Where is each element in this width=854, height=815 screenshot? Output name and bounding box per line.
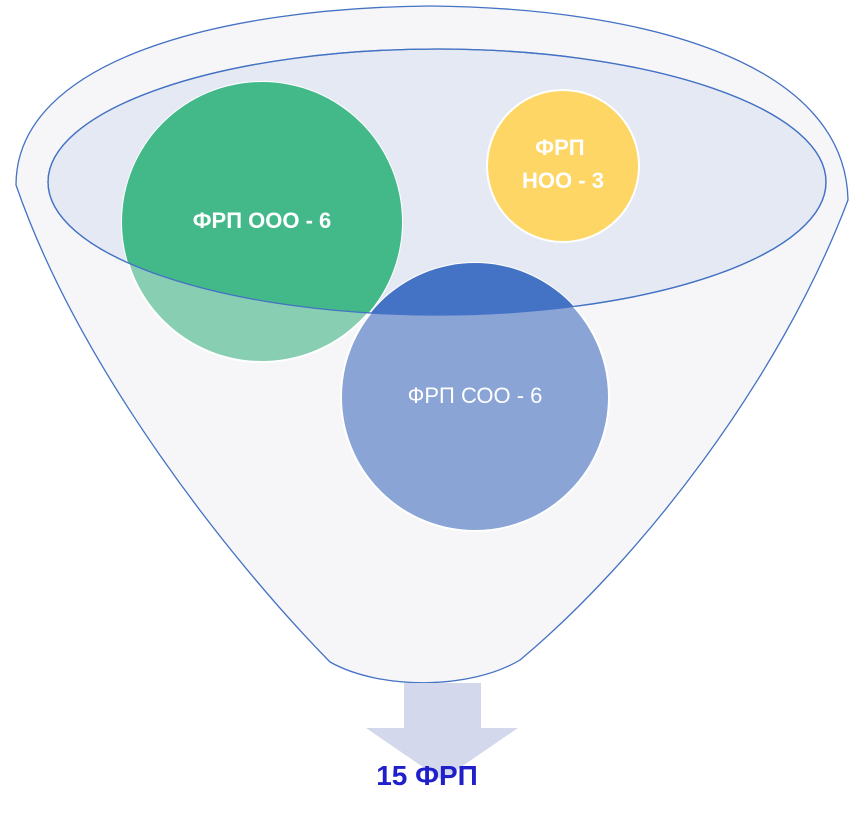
circle-soo-label: ФРП СОО - 6 [408, 383, 543, 408]
circle-noo: ФРП НОО - 3 [486, 89, 640, 243]
down-arrow-icon [366, 683, 518, 780]
circle-noo-label-line-2: НОО - 3 [522, 168, 604, 193]
result-label: 15 ФРП [376, 760, 478, 791]
circle-ooo-label: ФРП ООО - 6 [193, 208, 332, 233]
circle-ooo: ФРП ООО - 6 [121, 81, 403, 363]
funnel-rim-outline [47, 48, 827, 316]
circle-soo: ФРП СОО - 6 [340, 262, 610, 532]
circle-noo-label: ФРП НОО - 3 [522, 135, 604, 193]
circle-noo-label-line-1: ФРП [535, 135, 584, 160]
